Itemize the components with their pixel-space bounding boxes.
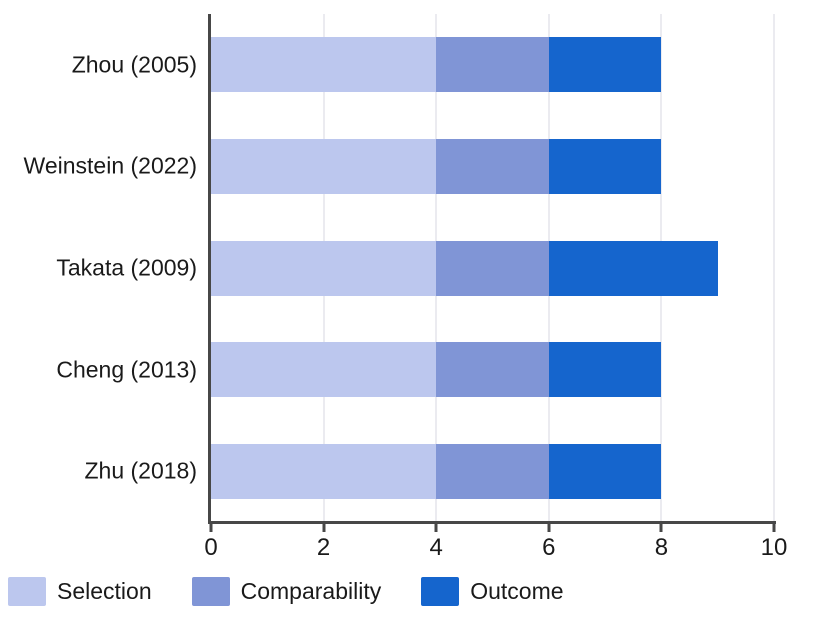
legend-swatch-outcome — [421, 577, 460, 606]
y-category-label: Weinstein (2022) — [23, 152, 197, 179]
legend-label-comparability: Comparability — [240, 578, 382, 604]
legend-swatch-selection — [8, 577, 46, 606]
y-category-label: Takata (2009) — [56, 254, 197, 281]
x-axis-tick-labels: 0 2 4 6 8 10 — [204, 534, 787, 564]
bar-segment-comparability — [436, 138, 549, 194]
legend-item-outcome: Outcome — [421, 577, 564, 606]
x-tick-label-0: 0 — [204, 534, 218, 561]
legend-label-outcome: Outcome — [470, 578, 564, 604]
bar-row — [211, 240, 774, 296]
x-tick-label-4: 4 — [429, 534, 443, 561]
bar-segment-outcome — [548, 342, 662, 398]
x-tick-label-10: 10 — [760, 534, 788, 561]
x-tick-label-6: 6 — [542, 534, 556, 561]
bar-segment-selection — [211, 443, 437, 499]
tick-mark-10 — [772, 524, 776, 532]
y-category-label: Cheng (2013) — [56, 356, 197, 383]
bar-segment-selection — [211, 138, 437, 194]
bar-row — [211, 138, 774, 194]
bar-segment-comparability — [436, 37, 549, 93]
tick-mark-2 — [322, 524, 326, 532]
bar-row — [211, 37, 774, 93]
bar-segment-comparability — [436, 443, 549, 499]
bar-row — [211, 443, 774, 499]
legend-item-selection: Selection — [8, 577, 152, 606]
bar-segment-outcome — [548, 240, 718, 296]
y-category-label: Zhou (2005) — [71, 51, 197, 78]
y-axis-category-labels: Zhou (2005) Weinstein (2022) Takata (2009)… — [0, 14, 197, 522]
bar-segment-selection — [211, 37, 437, 93]
x-tick-label-8: 8 — [654, 534, 669, 561]
tick-mark-0 — [209, 524, 213, 532]
tick-mark-4 — [434, 524, 438, 532]
x-tick-label-2: 2 — [316, 534, 331, 561]
y-category-label: Zhu (2018) — [84, 457, 197, 484]
bar-segment-outcome — [548, 37, 662, 93]
legend-label-selection: Selection — [57, 578, 152, 604]
chart-legend: Selection Comparability Outcome — [8, 577, 564, 606]
x-axis-line — [208, 521, 776, 524]
bar-row — [211, 342, 774, 398]
y-axis-line — [208, 14, 211, 524]
bar-segment-outcome — [548, 443, 662, 499]
bar-segment-comparability — [436, 342, 549, 398]
bar-segment-selection — [211, 240, 437, 296]
tick-mark-6 — [547, 524, 551, 532]
bar-segment-selection — [211, 342, 437, 398]
plot-area — [208, 14, 776, 532]
bar-segment-outcome — [548, 138, 662, 194]
legend-swatch-comparability — [191, 577, 230, 606]
legend-item-comparability: Comparability — [191, 577, 382, 606]
gridline-x-10 — [773, 14, 775, 522]
bar-segment-comparability — [436, 240, 549, 296]
tick-mark-8 — [659, 524, 663, 532]
